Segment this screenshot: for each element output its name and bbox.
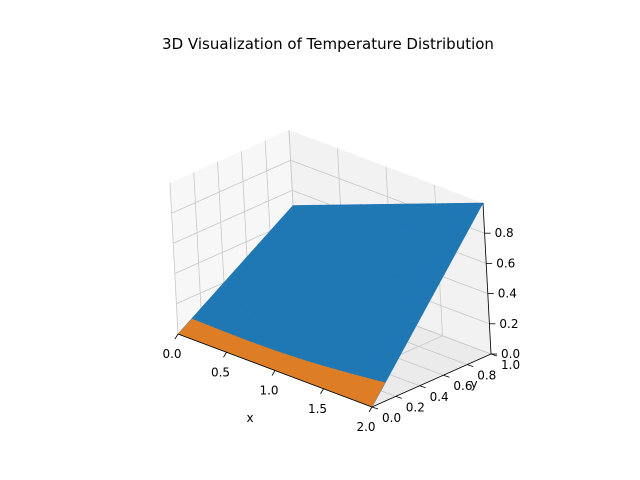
grid-line (171, 159, 291, 214)
y-tick-label: 0.8 (477, 369, 496, 383)
x-axis-label: x (246, 411, 253, 425)
y-tick-mark (443, 374, 450, 378)
temperature-surface (177, 202, 484, 408)
grid-line (193, 172, 203, 324)
z-axis-line (482, 202, 492, 355)
y-tick-mark (371, 406, 379, 410)
axis-lines (174, 202, 498, 413)
y-tick-mark (419, 385, 426, 389)
z-tick-label: 0.8 (495, 226, 514, 240)
x-tick-mark (174, 333, 179, 340)
y-tick-label: 0.4 (430, 390, 449, 404)
tick-labels: 0.00.51.01.52.00.00.20.40.60.81.00.00.20… (162, 226, 520, 434)
x-tick-mark (223, 352, 227, 358)
z-tick-label: 0.2 (499, 317, 518, 331)
z-tick-label: 0.0 (501, 347, 520, 361)
y-axis-label: y (470, 377, 477, 391)
grid-line (173, 190, 293, 244)
y-axis-line (371, 353, 492, 408)
chart-title: 3D Visualization of Temperature Distribu… (162, 35, 494, 53)
y-tick-mark (395, 396, 402, 399)
x-tick-label: 1.0 (259, 384, 278, 398)
x-tick-label: 2.0 (356, 420, 375, 434)
x-tick-mark (320, 388, 324, 394)
x-tick-label: 0.0 (162, 347, 181, 361)
y-tick-label: 1.0 (501, 358, 520, 372)
x-tick-mark (368, 406, 373, 413)
x-tick-label: 0.5 (211, 365, 230, 379)
y-tick-label: 0.6 (453, 379, 472, 393)
y-tick-label: 0.2 (406, 400, 425, 414)
y-tick-label: 0.0 (382, 411, 401, 425)
surface-underside (178, 318, 386, 407)
x-tick-label: 1.5 (308, 402, 327, 416)
z-tick-label: 0.6 (496, 256, 515, 270)
grid-line (169, 182, 179, 335)
y-tick-mark (467, 364, 474, 367)
x-tick-mark (271, 370, 276, 376)
z-tick-label: 0.4 (498, 287, 517, 301)
surface-facet (286, 205, 301, 213)
